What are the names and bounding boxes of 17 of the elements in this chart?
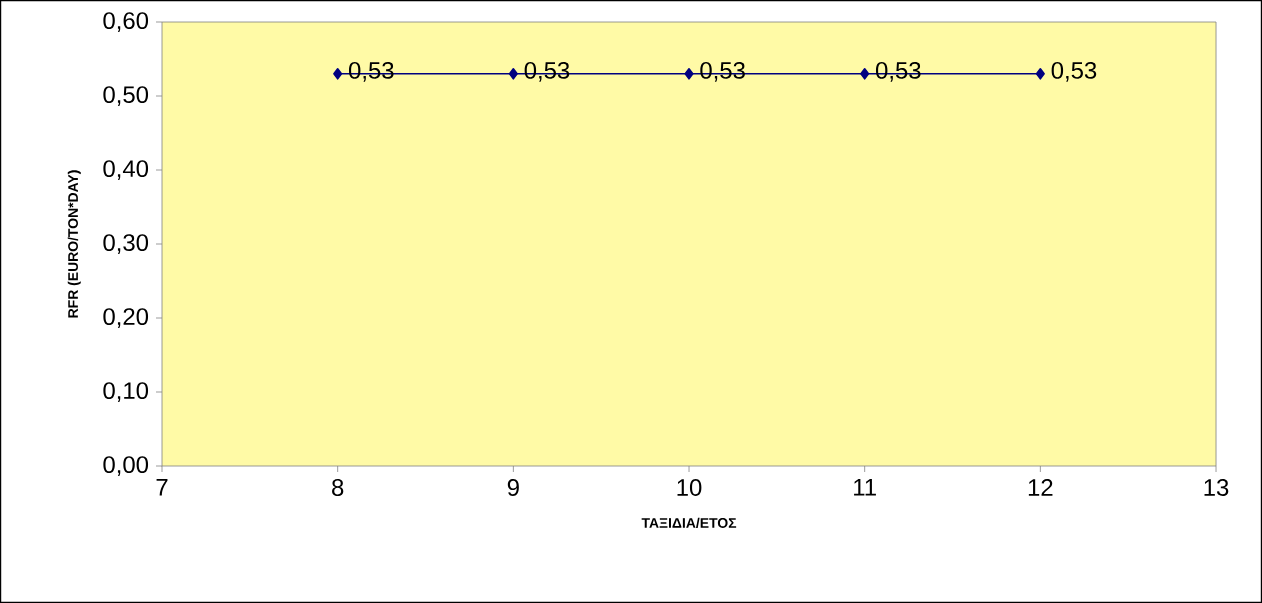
x-axis-title: ΤΑΞΙΔΙΑ/ΕΤΟΣ xyxy=(641,517,737,529)
data-label: 0,53 xyxy=(1051,61,1097,82)
x-tick-label: 9 xyxy=(507,479,519,496)
y-tick-label: 0,10 xyxy=(103,382,149,402)
y-tick-label: 0,20 xyxy=(103,308,149,328)
y-tick-label: 0,60 xyxy=(103,12,149,32)
y-tick-label: 0,40 xyxy=(103,160,149,180)
y-tick-label: 0,50 xyxy=(103,86,149,106)
x-tick-label: 11 xyxy=(854,479,876,496)
x-tick-label: 10 xyxy=(677,479,702,496)
y-axis-title: RFR (EURO/TON*DAY) xyxy=(67,170,81,318)
y-tick-label: 0,00 xyxy=(103,456,149,476)
y-tick-label: 0,30 xyxy=(103,234,149,254)
x-tick-label: 7 xyxy=(156,479,168,496)
x-tick-label: 12 xyxy=(1028,479,1053,496)
x-tick-label: 8 xyxy=(332,479,344,496)
x-tick-label: 13 xyxy=(1204,479,1229,496)
